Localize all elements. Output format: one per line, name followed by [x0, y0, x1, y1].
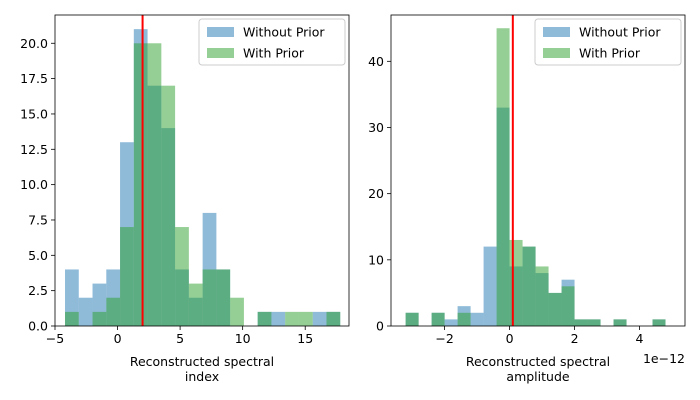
legend-swatch — [207, 27, 234, 37]
histogram-bar — [147, 43, 162, 326]
histogram-bar — [470, 312, 484, 326]
legend: Without Prior With Prior — [198, 18, 346, 66]
histogram-bar — [509, 239, 523, 326]
y-tick-label: 0.0 — [28, 319, 48, 334]
x-tick-label: 10 — [235, 331, 251, 346]
histogram-bar — [106, 297, 121, 326]
y-tick-label: 20 — [368, 186, 384, 201]
histogram-bar — [496, 28, 510, 327]
y-tick-label: 40 — [368, 54, 384, 69]
x-axis-label: Reconstructed spectral amplitude — [466, 354, 610, 384]
histogram-bar — [405, 312, 419, 326]
histogram-bar — [561, 286, 575, 326]
x-tick-label: 0 — [506, 331, 514, 346]
histogram-bar — [65, 311, 79, 326]
series-with-prior — [65, 43, 341, 326]
histogram-bar — [457, 312, 471, 326]
legend-label: Without Prior — [243, 25, 325, 40]
histogram-bar — [216, 269, 231, 326]
y-tick-label: 2.5 — [28, 283, 48, 298]
x-axis-label-line: index — [185, 369, 219, 384]
legend-frame — [198, 18, 346, 66]
y-tick-label: 30 — [368, 120, 384, 135]
x-axis-label-line: Reconstructed spectral — [130, 354, 274, 369]
y-tick-label: 12.5 — [20, 142, 48, 157]
legend-swatch — [207, 48, 234, 58]
y-tick-label: 10.0 — [20, 177, 48, 192]
histogram-bar — [285, 311, 299, 326]
y-tick-label: 20.0 — [20, 36, 48, 51]
histogram-bar — [230, 297, 244, 326]
histogram-bar — [431, 312, 445, 326]
y-tick-label: 17.5 — [20, 71, 48, 86]
histogram-bar — [522, 246, 536, 326]
histogram-bar — [326, 311, 341, 326]
x-tick-label: −2 — [435, 331, 453, 346]
legend-label: With Prior — [579, 46, 641, 61]
legend-label: Without Prior — [579, 25, 661, 40]
x-axis-label-line: Reconstructed spectral — [466, 354, 610, 369]
legend-frame — [534, 18, 682, 66]
axes-frame — [54, 14, 350, 327]
histogram-bar — [188, 283, 203, 326]
histogram-bar — [574, 319, 588, 326]
histogram-bar — [587, 319, 601, 326]
histogram-bar — [483, 246, 497, 326]
histogram-bar — [202, 269, 217, 326]
histogram-bar — [298, 311, 313, 326]
legend: Without Prior With Prior — [534, 18, 682, 66]
x-axis-label: Reconstructed spectral index — [130, 354, 274, 384]
histogram-bar — [652, 319, 666, 326]
legend-label: With Prior — [243, 46, 305, 61]
histogram-bar — [548, 292, 562, 326]
y-tick-label: 15.0 — [20, 106, 48, 121]
histogram-bar — [535, 266, 549, 326]
x-tick-label: 2 — [571, 331, 579, 346]
x-axis-label-line: amplitude — [506, 369, 569, 384]
x-tick-label: 15 — [297, 331, 313, 346]
legend-swatch — [543, 48, 570, 58]
y-tick-label: 5.0 — [28, 248, 48, 263]
histogram-bar — [133, 43, 148, 326]
legend-swatch — [543, 27, 570, 37]
x-tick-label: 5 — [176, 331, 184, 346]
histogram-bar — [613, 319, 627, 326]
chart-panel-1: −5 0 5 10 15 0.0 2.5 5.0 7.5 10.0 12.5 15.0 17.5 20.0… — [20, 14, 350, 384]
histogram-bar — [120, 227, 134, 326]
y-tick-label: 7.5 — [28, 212, 48, 227]
histogram-bar — [161, 85, 176, 326]
axis-offset-text: 1e−12 — [643, 351, 685, 366]
y-tick-label: 10 — [368, 252, 384, 267]
histogram-bar — [257, 311, 272, 326]
histogram-bar — [312, 311, 327, 326]
histogram-bar — [78, 297, 93, 326]
histogram-bar — [175, 227, 189, 326]
histogram-bar — [271, 311, 286, 326]
axes-frame — [390, 14, 686, 327]
histogram-bar — [92, 311, 107, 326]
histogram-bar — [444, 319, 458, 326]
y-tick-label: 0 — [376, 319, 384, 334]
x-tick-label: 0 — [114, 331, 122, 346]
x-tick-label: −5 — [46, 331, 64, 346]
x-tick-label: 4 — [636, 331, 644, 346]
